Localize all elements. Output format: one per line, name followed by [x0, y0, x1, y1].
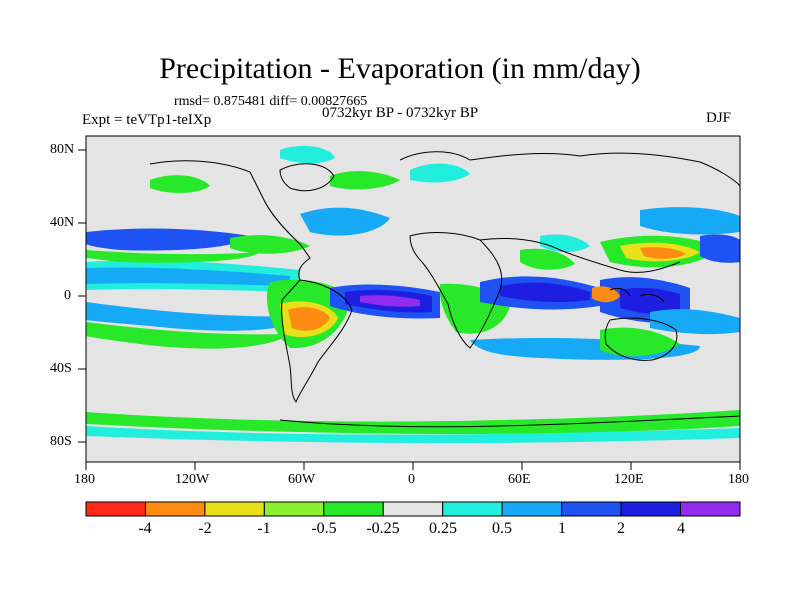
colorbar-swatch-10 [680, 501, 741, 517]
field-nw-pacific-orange [640, 247, 686, 259]
coastlines [149, 151, 740, 428]
map-panel [86, 136, 740, 462]
field-australia-green [600, 327, 680, 357]
field-sa-dry-orange [288, 307, 330, 331]
plot-title: Precipitation - Evaporation (in mm/day) [159, 52, 641, 85]
colorbar-swatch-2 [204, 501, 265, 517]
colorbar-label: -0.25 [366, 520, 400, 537]
colorbar-swatch-8 [561, 501, 622, 517]
colorbar-swatch-7 [501, 501, 563, 517]
field-pacific-itcz-blue [86, 267, 290, 286]
field-wpac-deep [620, 287, 680, 315]
lat-label-0: 0 [64, 288, 71, 303]
field-pacific-north-green [86, 250, 260, 263]
field-maritime-orange [592, 286, 620, 303]
field-nw-india-cyan [540, 234, 590, 252]
field-indian-itcz-deep [500, 282, 590, 303]
field-north-atlantic-green [230, 235, 310, 254]
lon-label-60w: 60W [288, 472, 316, 487]
lat-label-40s: 40S [50, 361, 72, 376]
colorbar-swatch-1 [144, 501, 206, 517]
lon-label-180e: 180 [728, 472, 749, 487]
lon-label-0: 0 [408, 472, 415, 487]
lon-label-180w: 180 [74, 472, 95, 487]
colorbar-label: 0.5 [492, 520, 512, 537]
field-arabian-green [520, 248, 575, 270]
field-dateline-blue [700, 234, 740, 263]
colorbar-label: -2 [198, 520, 212, 537]
field-southern-band [86, 302, 300, 331]
field-far-south-green [86, 410, 740, 434]
colorbar-swatch-4 [323, 501, 384, 517]
colorbar-label: -4 [138, 520, 152, 537]
field-arctic-green [330, 171, 400, 190]
lat-label-80n: 80N [50, 142, 75, 157]
colorbar-label: 4 [677, 520, 685, 537]
field-pacific-north [86, 228, 250, 251]
colorbar-label: 1 [558, 520, 566, 537]
season-label: DJF [706, 110, 732, 126]
experiment-label: Expt = teVTp1-teIXp [82, 112, 212, 128]
field-greenland-cyan [280, 145, 335, 164]
lon-label-120e: 120E [614, 472, 644, 487]
colorbar-label: 0.25 [429, 520, 457, 537]
field-alaska-green [150, 175, 210, 193]
field-north-pacific-blue [640, 207, 740, 235]
lat-label-40n: 40N [50, 215, 75, 230]
colorbar-swatch-0 [85, 501, 146, 517]
colorbar [85, 501, 741, 517]
colorbar-swatch-3 [263, 501, 325, 517]
field-atlantic-itcz-violet [360, 295, 420, 307]
period-label: 0732kyr BP - 0732kyr BP [322, 105, 479, 121]
colorbar-swatch-5 [382, 501, 444, 517]
map-axes [78, 135, 741, 470]
colorbar-label: -0.5 [311, 520, 337, 537]
colorbar-swatch-9 [620, 501, 681, 517]
lat-label-80s: 80S [50, 434, 72, 449]
stats-line: rmsd= 0.875481 diff= 0.00827665 [174, 94, 368, 109]
field-north-atlantic [300, 207, 390, 236]
colorbar-label: -1 [257, 520, 271, 537]
field-southern-green [86, 322, 290, 349]
lon-label-60e: 60E [508, 472, 531, 487]
field-far-south-cyan [86, 426, 740, 444]
field-scandinavia-cyan [410, 163, 470, 183]
lon-label-120w: 120W [175, 472, 210, 487]
colorbar-swatch-6 [442, 501, 503, 517]
colorbar-label: 2 [617, 520, 625, 537]
